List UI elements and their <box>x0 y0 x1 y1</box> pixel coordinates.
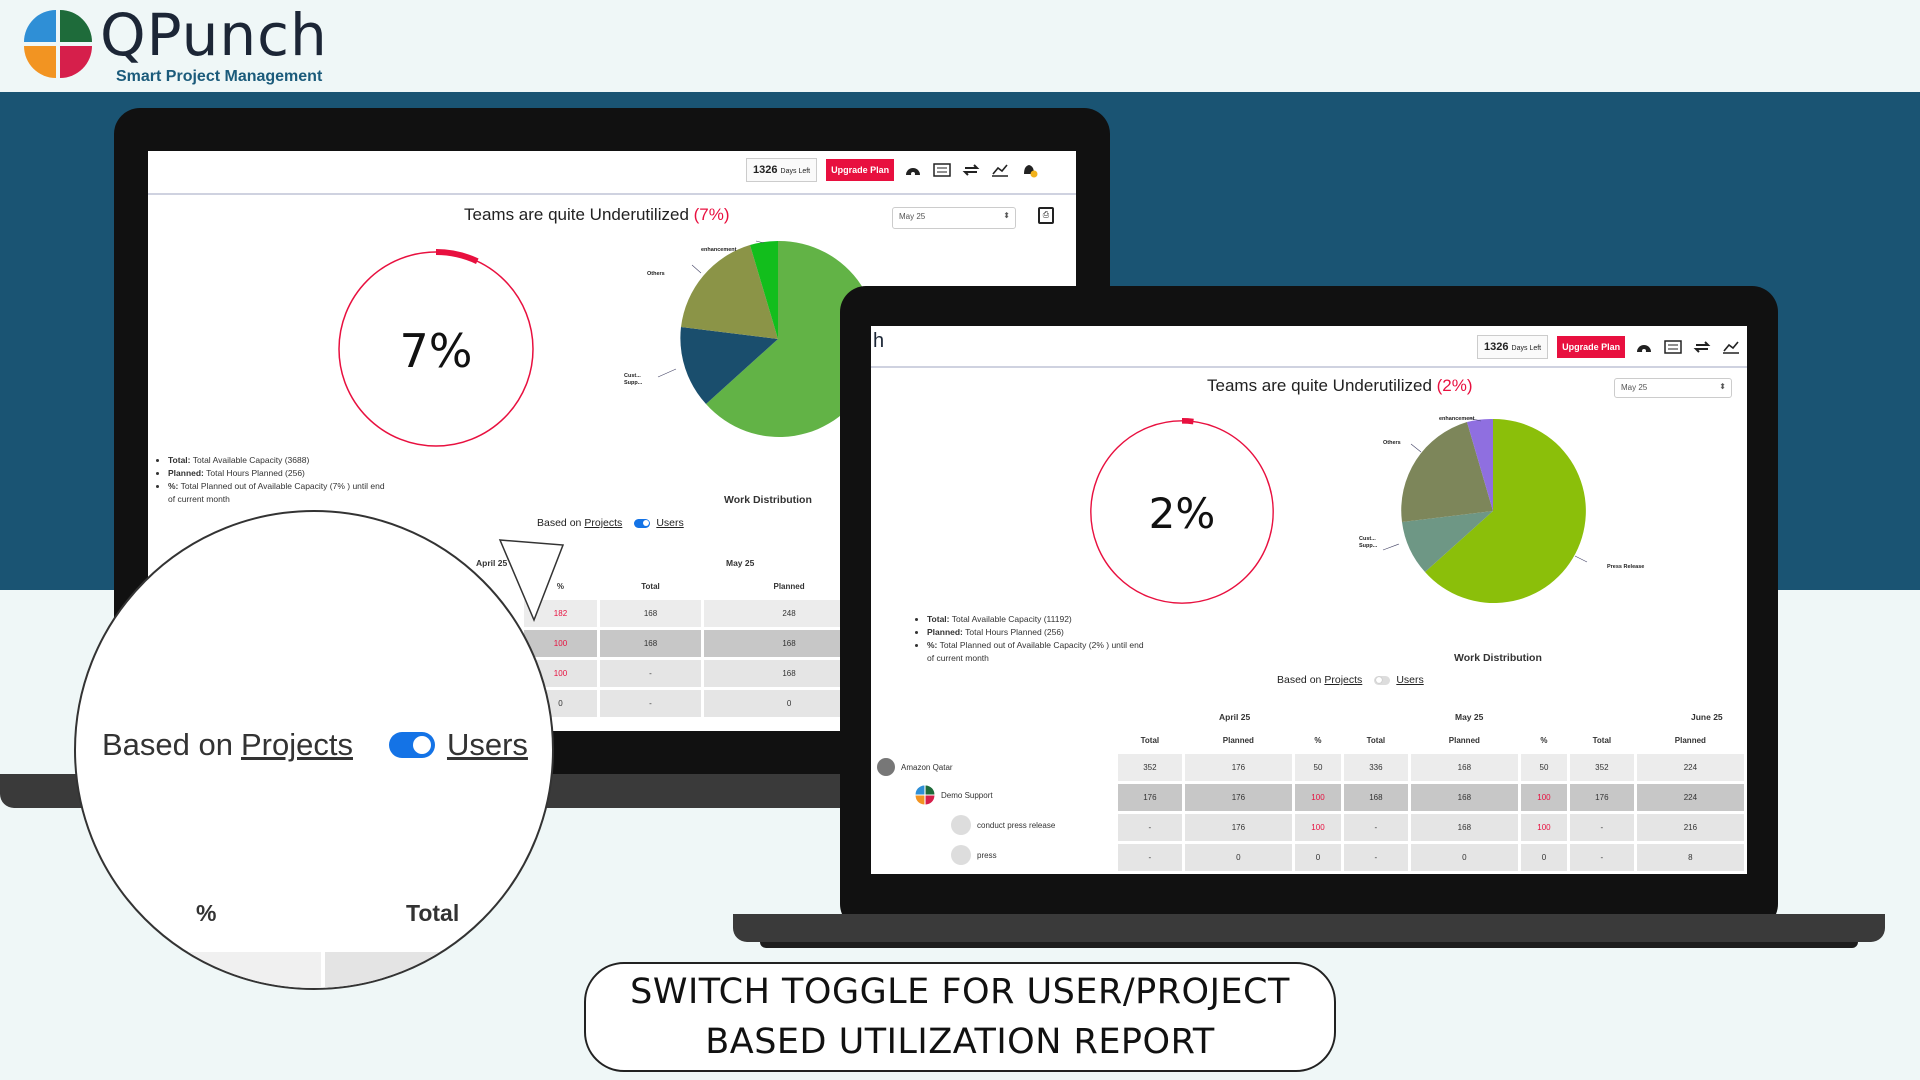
swap-icon[interactable] <box>961 162 981 178</box>
list-icon[interactable] <box>1663 339 1683 355</box>
list-icon[interactable] <box>932 162 952 178</box>
days-left-badge: 1326 Days Left <box>746 158 818 182</box>
page-header: QPunch Smart Project Management <box>0 0 1920 92</box>
pie-label-press-release: Press Release <box>1607 564 1645 570</box>
group-april: April 25 <box>1219 712 1251 722</box>
table-row: 352 176 50 336 168 50 352 224 <box>1118 754 1744 781</box>
table-header-row: Total Planned% Total Planned% Total Planned <box>1140 735 1706 745</box>
pie-label-enhancement: enhancement <box>1439 416 1475 422</box>
days-left-badge: 1326 Days Left <box>1477 335 1549 359</box>
pie-label-others: Others <box>647 271 665 277</box>
brand-tagline: Smart Project Management <box>116 68 323 85</box>
avatar <box>951 845 971 865</box>
capacity-notes: Total: Total Available Capacity (11192) … <box>915 613 1145 665</box>
group-may: May 25 <box>1455 712 1484 722</box>
utilization-gauge <box>338 249 534 447</box>
month-select[interactable]: May 25 <box>892 207 1016 229</box>
work-distribution-pie <box>657 240 878 437</box>
laptop-2-base <box>733 914 1885 942</box>
caption-line-1: SWITCH TOGGLE FOR USER/PROJECT <box>630 972 1290 1012</box>
note-planned: Planned: Total Hours Planned (256) <box>168 467 386 480</box>
pie-label-others: Others <box>1383 440 1401 446</box>
basis-toggle-switch[interactable] <box>1374 675 1391 685</box>
work-distribution-label: Work Distribution <box>724 494 812 506</box>
note-percent: %: Total Planned out of Available Capaci… <box>927 639 1145 665</box>
gauge-value: 7% <box>399 324 473 378</box>
toolbar: 1326 Days Left Upgrade Plan <box>1477 335 1741 359</box>
zoom-cell <box>325 952 552 988</box>
header-divider <box>148 193 1076 195</box>
users-link[interactable]: Users <box>656 517 684 529</box>
avatar <box>877 758 895 776</box>
export-pdf-icon[interactable]: ⎙ <box>1038 207 1054 224</box>
note-percent: %: Total Planned out of Available Capaci… <box>168 480 386 506</box>
utilization-gauge <box>1090 418 1274 604</box>
group-may: May 25 <box>726 558 755 568</box>
note-total: Total: Total Available Capacity (3688) <box>168 454 386 467</box>
zoom-callout: Based on Projects Users % Total <box>74 510 554 990</box>
header-divider <box>871 366 1747 368</box>
pie-label-cust: Cust... Supp... <box>624 373 643 386</box>
swap-icon[interactable] <box>1692 339 1712 355</box>
toolbar: 1326 Days Left Upgrade Plan <box>746 158 1039 182</box>
month-select[interactable]: May 25 <box>1614 378 1732 398</box>
group-april: April 25 <box>476 558 508 568</box>
logo-fragment: h <box>873 330 885 352</box>
table-row: 176 176 100 168 168 100 176 224 <box>1118 784 1744 811</box>
utilization-title: Teams are quite Underutilized (7%) <box>464 205 730 224</box>
pie-label-enhancement: enhancement <box>701 247 737 253</box>
note-planned: Planned: Total Hours Planned (256) <box>927 626 1145 639</box>
zoom-col-total: Total <box>406 900 460 926</box>
utilization-table-2: Total Planned% Total Planned% Total Planned 3… <box>1115 726 1747 874</box>
pie-label-cust: Cust... Supp... <box>1359 536 1378 549</box>
avatar <box>951 815 971 835</box>
dashboard-icon[interactable] <box>903 162 923 178</box>
col-pct: % <box>556 581 565 591</box>
zoom-toggle-switch[interactable] <box>388 732 435 758</box>
basis-toggle-switch[interactable] <box>634 518 651 528</box>
qpunch-logo-icon <box>24 10 92 78</box>
row-demo-support[interactable]: Demo Support <box>915 785 993 805</box>
table-row: -176 100-168 100-216 <box>1118 814 1744 841</box>
basis-toggle-row: Based on Projects Users <box>537 517 684 529</box>
basis-prefix: Based on <box>537 517 582 529</box>
zoom-col-pct: % <box>196 900 217 926</box>
upgrade-plan-button[interactable]: Upgrade Plan <box>1557 336 1626 358</box>
note-total: Total: Total Available Capacity (11192) <box>927 613 1145 626</box>
bell-icon[interactable] <box>1019 162 1039 178</box>
projects-link[interactable]: Projects <box>1324 674 1363 686</box>
gauge-value: 2% <box>1148 489 1216 538</box>
basis-prefix: Based on <box>1277 674 1322 686</box>
dashboard-icon[interactable] <box>1634 339 1654 355</box>
row-amazon-qatar[interactable]: Amazon Qatar <box>877 758 953 776</box>
caption-banner: SWITCH TOGGLE FOR USER/PROJECT BASED UTI… <box>584 962 1336 1072</box>
group-june: June 25 <box>1691 712 1723 722</box>
capacity-notes: Total: Total Available Capacity (3688) P… <box>156 454 386 506</box>
row-press[interactable]: press <box>951 845 997 865</box>
col-total: Total <box>641 581 660 591</box>
row-conduct-press-release[interactable]: conduct press release <box>951 815 1055 835</box>
work-distribution-pie <box>1382 417 1588 603</box>
utilization-title: Teams are quite Underutilized (2%) <box>1207 376 1473 395</box>
screen-2: h 1326 Days Left Upgrade Plan Teams are … <box>871 326 1747 874</box>
brand-name: QPunch <box>100 1 328 69</box>
zoom-users-link[interactable]: Users <box>446 727 528 762</box>
zoom-projects-link[interactable]: Projects <box>241 727 353 762</box>
qpunch-logo-icon <box>915 785 935 805</box>
laptop-2-foot <box>760 942 1858 948</box>
work-distribution-label: Work Distribution <box>1454 652 1542 664</box>
chart-icon[interactable] <box>990 162 1010 178</box>
col-planned: Planned <box>773 581 805 591</box>
caption-line-2: BASED UTILIZATION REPORT <box>705 1022 1215 1062</box>
basis-toggle-row: Based on Projects Users <box>1277 674 1424 686</box>
zoom-basis-toggle-row: Based on Projects Users <box>102 727 528 762</box>
zoom-cell <box>76 952 321 988</box>
users-link[interactable]: Users <box>1396 674 1424 686</box>
projects-link[interactable]: Projects <box>584 517 623 529</box>
upgrade-plan-button[interactable]: Upgrade Plan <box>826 159 895 181</box>
chart-icon[interactable] <box>1721 339 1741 355</box>
